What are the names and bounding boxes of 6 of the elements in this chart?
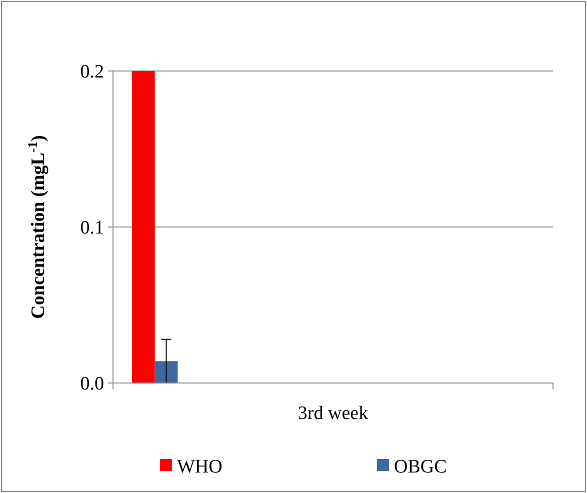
y-tick-label: 0.0	[80, 374, 104, 395]
y-tick-label: 0.1	[80, 218, 104, 239]
legend-label: OBGC	[394, 456, 447, 478]
x-tick-label: 3rd week	[298, 403, 369, 424]
y-tick-label: 0.2	[80, 62, 104, 83]
legend-label: WHO	[177, 456, 222, 478]
